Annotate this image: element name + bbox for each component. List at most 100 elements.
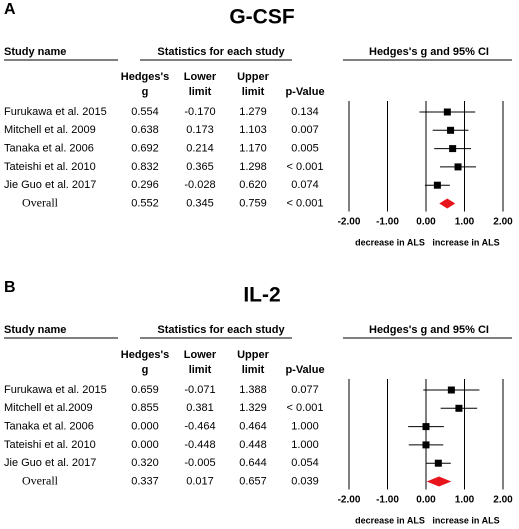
lower-value: 0.017 (186, 475, 214, 487)
x-tick-label: 1.00 (455, 217, 475, 228)
header: Statistics for each study (157, 46, 285, 58)
estimate (455, 404, 463, 412)
g-value: 0.296 (131, 179, 159, 191)
study-name: Overall (22, 195, 59, 209)
x-axis-label: decrease in ALS (355, 237, 425, 247)
overall-diamond (439, 198, 456, 209)
x-tick-label: -1.00 (376, 217, 399, 228)
chart-title: G-CSF (229, 6, 295, 29)
x-axis-label: increase in ALS (432, 515, 499, 525)
estimate (443, 108, 451, 116)
lower-value: -0.464 (184, 421, 215, 433)
header: Hedges's g and 95% CI (369, 324, 489, 336)
lower-value: -0.071 (184, 384, 215, 396)
upper-value: 1.388 (239, 384, 267, 396)
p-value: 1.000 (291, 439, 319, 451)
study-name: Overall (22, 473, 59, 487)
lower-value: 0.214 (186, 143, 214, 155)
panel-label: A (4, 1, 16, 18)
g-value: 0.337 (131, 475, 159, 487)
chart-title: IL-2 (243, 284, 280, 307)
g-value: 0.638 (131, 124, 159, 136)
x-tick-label: 2.00 (493, 217, 513, 228)
estimate (422, 441, 430, 449)
column-header: limit (189, 364, 212, 376)
p-value: < 0.001 (286, 402, 323, 414)
column-header: Hedges's (121, 71, 169, 83)
g-value: 0.552 (131, 197, 159, 209)
g-value: 0.554 (131, 106, 159, 118)
estimate (454, 163, 462, 171)
lower-value: 0.173 (186, 124, 214, 136)
p-value: < 0.001 (286, 161, 323, 173)
upper-value: 0.464 (239, 421, 267, 433)
column-header: p-Value (285, 86, 324, 98)
estimate (449, 145, 457, 153)
header: Hedges's g and 95% CI (369, 46, 489, 58)
column-header: Hedges's (121, 349, 169, 361)
study-name: Mitchell et al. 2009 (4, 124, 96, 136)
g-value: 0.659 (131, 384, 159, 396)
column-header: Upper (237, 349, 270, 361)
upper-value: 0.644 (239, 457, 267, 469)
g-value: 0.000 (131, 421, 159, 433)
study-name: Mitchell et al.2009 (4, 402, 93, 414)
column-header: Upper (237, 71, 270, 83)
g-value: 0.692 (131, 143, 159, 155)
upper-value: 1.103 (239, 124, 267, 136)
header: Statistics for each study (157, 324, 285, 336)
column-header: p-Value (285, 364, 324, 376)
study-name: Jie Guo et al. 2017 (4, 457, 96, 469)
g-value: 0.855 (131, 402, 159, 414)
lower-value: -0.170 (184, 106, 215, 118)
p-value: 0.007 (291, 124, 319, 136)
upper-value: 0.448 (239, 439, 267, 451)
column-header: limit (242, 364, 265, 376)
study-name: Jie Guo et al. 2017 (4, 179, 96, 191)
lower-value: -0.448 (184, 439, 215, 451)
estimate (447, 126, 455, 134)
x-tick-label: -2.00 (338, 495, 361, 506)
x-tick-label: -2.00 (338, 217, 361, 228)
study-name: Tateishi et al. 2010 (4, 439, 96, 451)
x-tick-label: 0.00 (416, 217, 436, 228)
study-name: Tanaka et al. 2006 (4, 143, 94, 155)
study-name: Tanaka et al. 2006 (4, 421, 94, 433)
study-name: Furukawa et al. 2015 (4, 106, 107, 118)
column-header: Lower (184, 71, 217, 83)
upper-value: 0.759 (239, 197, 267, 209)
lower-value: 0.365 (186, 161, 214, 173)
column-header: g (142, 364, 149, 376)
x-tick-label: -1.00 (376, 495, 399, 506)
estimate (422, 423, 430, 431)
column-header: limit (189, 86, 212, 98)
upper-value: 0.657 (239, 475, 267, 487)
upper-value: 1.329 (239, 402, 267, 414)
x-tick-label: 2.00 (493, 495, 513, 506)
p-value: 0.039 (291, 475, 319, 487)
p-value: < 0.001 (286, 197, 323, 209)
overall-diamond (426, 476, 452, 487)
p-value: 0.074 (291, 179, 319, 191)
column-header: g (142, 86, 149, 98)
lower-value: -0.005 (184, 457, 215, 469)
x-tick-label: 1.00 (455, 495, 475, 506)
header: Study name (4, 46, 66, 58)
upper-value: 1.298 (239, 161, 267, 173)
upper-value: 1.279 (239, 106, 267, 118)
lower-value: 0.381 (186, 402, 214, 414)
x-axis-label: decrease in ALS (355, 515, 425, 525)
p-value: 0.077 (291, 384, 319, 396)
lower-value: 0.345 (186, 197, 214, 209)
p-value: 0.054 (291, 457, 319, 469)
study-name: Tateishi et al. 2010 (4, 161, 96, 173)
x-tick-label: 0.00 (416, 495, 436, 506)
upper-value: 1.170 (239, 143, 267, 155)
g-value: 0.000 (131, 439, 159, 451)
column-header: Lower (184, 349, 217, 361)
p-value: 0.134 (291, 106, 319, 118)
panel-label: B (4, 279, 16, 296)
column-header: limit (242, 86, 265, 98)
x-axis-label: increase in ALS (432, 237, 499, 247)
